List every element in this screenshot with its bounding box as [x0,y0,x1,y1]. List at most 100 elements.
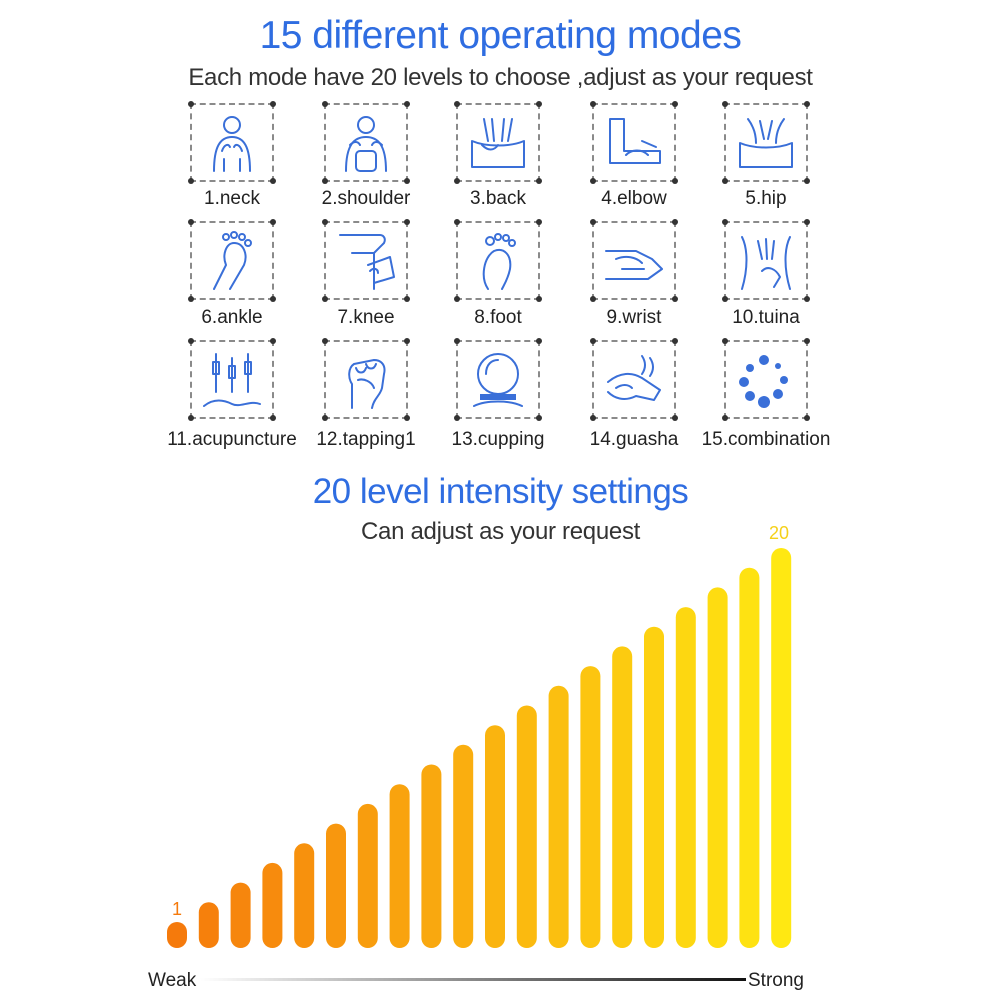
corner-dot [722,338,728,344]
mode-label: 12.tapping1 [316,429,416,450]
combination-dots-icon [739,355,788,408]
corner-dot [672,296,678,302]
cupping-glass-icon [473,353,523,407]
corner-dot [722,101,728,107]
elbow-massage-icon [609,118,661,164]
corner-dot [454,219,460,225]
mode-tile [590,101,678,184]
corner-dot [590,296,596,302]
intensity-bar-14 [580,666,601,948]
corner-dot [404,178,410,184]
corner-dot [672,178,678,184]
intensity-bar-20 [771,548,792,948]
corner-dot [322,296,328,302]
corner-dot [672,415,678,421]
ankle-massage-icon [213,231,252,290]
corner-dot [590,219,596,225]
first-bar-label: 1 [172,899,182,919]
corner-dot [454,415,460,421]
corner-dot [804,415,810,421]
mode-tile [722,101,810,184]
intensity-subtitle: Can adjust as your request [360,518,641,545]
corner-dot [804,101,810,107]
corner-dot [590,101,596,107]
corner-dot [322,101,328,107]
back-massage-icon [471,118,525,168]
page-title: 15 different operating modes [259,14,742,57]
intensity-bar-5 [294,843,315,948]
mode-tile [722,338,810,421]
corner-dot [536,296,542,302]
intensity-bar-6 [326,823,346,948]
corner-dot [322,219,328,225]
mode-tile [322,219,410,302]
mode-tile [454,219,542,302]
mode-tile [188,219,276,302]
corner-dot [188,101,194,107]
shoulder-massage-icon [345,116,387,172]
intensity-bar-4 [262,862,283,948]
corner-dot [404,219,410,225]
intensity-bar-18 [707,587,728,948]
corner-dot [322,415,328,421]
intensity-axis-line [200,978,746,981]
intensity-bar-11 [485,725,505,948]
corner-dot [536,415,542,421]
corner-dot [536,178,542,184]
corner-dot [804,219,810,225]
corner-dot [722,415,728,421]
corner-dot [188,178,194,184]
corner-dot [454,101,460,107]
mode-label: 15.combination [701,429,831,450]
mode-label: 1.neck [204,188,260,209]
mode-tile [590,219,678,302]
corner-dot [404,338,410,344]
corner-dot [722,178,728,184]
intensity-bar-13 [548,685,569,948]
corner-dot [672,219,678,225]
corner-dot [188,338,194,344]
corner-dot [188,415,194,421]
mode-tile [590,338,678,421]
corner-dot [270,296,276,302]
corner-dot [672,101,678,107]
strong-label: Strong [748,970,804,991]
corner-dot [536,219,542,225]
corner-dot [188,219,194,225]
mode-label: 14.guasha [589,429,679,450]
corner-dot [270,178,276,184]
neck-massage-icon [213,116,251,172]
corner-dot [322,338,328,344]
corner-dot [672,338,678,344]
intensity-title: 20 level intensity settings [312,472,689,511]
mode-label: 2.shoulder [321,188,411,209]
mode-label: 8.foot [474,307,522,328]
intensity-bar-15 [612,646,633,948]
corner-dot [536,338,542,344]
intensity-bar-17 [675,607,696,948]
intensity-bar-12 [516,705,537,948]
corner-dot [188,296,194,302]
corner-dot [322,178,328,184]
corner-dot [804,296,810,302]
guasha-hand-icon [607,355,661,401]
mode-tile [322,101,410,184]
mode-tile [722,219,810,302]
corner-dot [270,338,276,344]
weak-label: Weak [148,970,197,991]
intensity-bar-7 [357,803,378,948]
intensity-bar-1 [167,922,187,948]
corner-dot [804,178,810,184]
corner-dot [454,296,460,302]
mode-label: 4.elbow [601,188,667,209]
mode-tile [188,101,276,184]
corner-dot [270,101,276,107]
mode-tile [322,338,410,421]
corner-dot [270,415,276,421]
tapping-fist-icon [348,359,386,409]
corner-dot [404,296,410,302]
corner-dot [804,338,810,344]
corner-dot [590,178,596,184]
corner-dot [722,296,728,302]
